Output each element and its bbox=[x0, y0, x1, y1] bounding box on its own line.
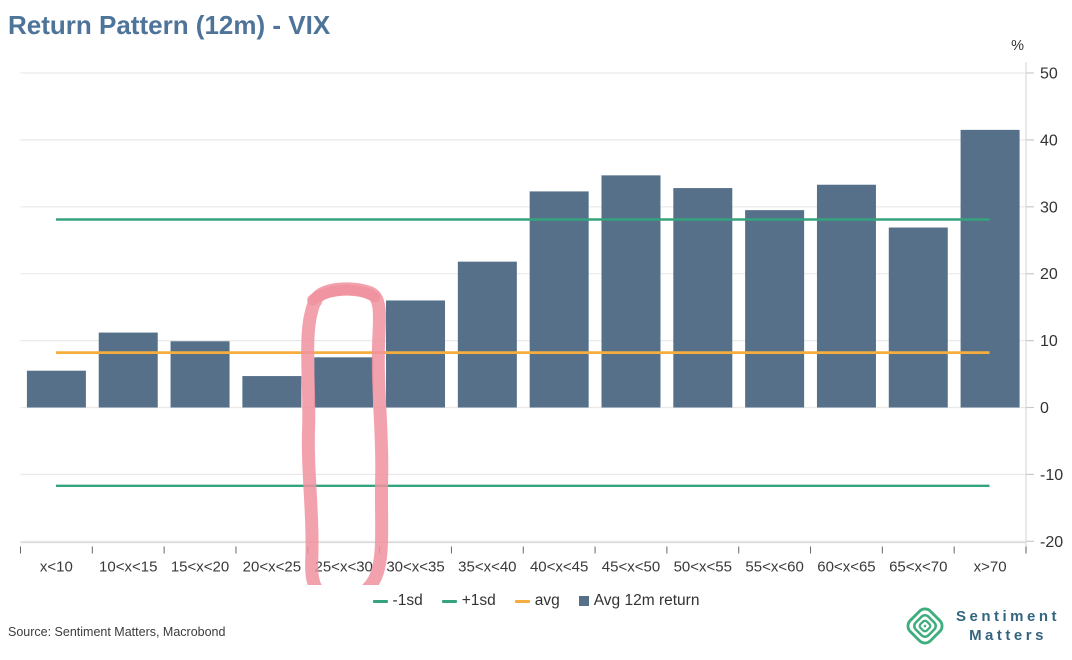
svg-text:x>70: x>70 bbox=[974, 559, 1007, 576]
legend-label: Avg 12m return bbox=[593, 592, 700, 609]
bar-series-swatch bbox=[578, 596, 589, 606]
legend-label: +1sd bbox=[461, 592, 496, 609]
legend-item-plus-1sd: +1sd bbox=[441, 592, 496, 610]
svg-text:40<x<45: 40<x<45 bbox=[530, 559, 588, 576]
brand-name-line1: Sentiment bbox=[955, 608, 1060, 625]
svg-text:25<x<30: 25<x<30 bbox=[315, 559, 373, 576]
legend-label: -1sd bbox=[392, 592, 423, 609]
legend-item-minus-1sd: -1sd bbox=[372, 592, 423, 610]
brand-logo: Sentiment Matters bbox=[903, 604, 1060, 648]
svg-text:%: % bbox=[1011, 38, 1024, 54]
svg-text:20: 20 bbox=[1040, 266, 1058, 283]
svg-text:-10: -10 bbox=[1040, 467, 1063, 484]
svg-text:x<10: x<10 bbox=[40, 559, 73, 576]
hand-drawn-circle-annotation bbox=[301, 282, 389, 585]
chart-legend: -1sd +1sd avg Avg 12m return bbox=[0, 591, 1072, 611]
svg-text:10: 10 bbox=[1040, 333, 1058, 350]
svg-text:-20: -20 bbox=[1040, 534, 1063, 551]
svg-text:30: 30 bbox=[1040, 199, 1058, 216]
svg-text:50: 50 bbox=[1040, 65, 1058, 82]
plus-1sd-line-swatch bbox=[441, 599, 457, 603]
brand-logo-text: Sentiment Matters bbox=[956, 607, 1060, 645]
svg-text:50<x<55: 50<x<55 bbox=[674, 559, 732, 576]
svg-text:30<x<35: 30<x<35 bbox=[386, 559, 444, 576]
svg-text:15<x<20: 15<x<20 bbox=[171, 559, 229, 576]
avg-line-swatch bbox=[514, 599, 530, 603]
svg-text:20<x<25: 20<x<25 bbox=[243, 559, 301, 576]
brand-name-line2: Matters bbox=[969, 627, 1047, 644]
svg-text:45<x<50: 45<x<50 bbox=[602, 559, 660, 576]
svg-text:10<x<15: 10<x<15 bbox=[99, 559, 157, 576]
svg-text:55<x<60: 55<x<60 bbox=[745, 559, 803, 576]
svg-text:40: 40 bbox=[1040, 132, 1058, 149]
svg-text:60<x<65: 60<x<65 bbox=[817, 559, 875, 576]
legend-item-avg: avg bbox=[514, 592, 560, 610]
brand-logo-icon bbox=[906, 607, 944, 645]
page-title: Return Pattern (12m) - VIX bbox=[8, 10, 331, 40]
svg-text:35<x<40: 35<x<40 bbox=[458, 559, 516, 576]
chart-svg: -20 -10 0 10 20 30 40 50% x<10 10<x<15 15<x<20 20<x… bbox=[20, 38, 1063, 585]
svg-text:65<x<70: 65<x<70 bbox=[889, 559, 947, 576]
svg-text:0: 0 bbox=[1040, 400, 1049, 417]
minus-1sd-line-swatch bbox=[372, 599, 388, 603]
source-text: Source: Sentiment Matters, Macrobond bbox=[8, 625, 226, 639]
legend-label: avg bbox=[534, 592, 560, 609]
legend-item-avg-12m-return: Avg 12m return bbox=[578, 592, 700, 610]
